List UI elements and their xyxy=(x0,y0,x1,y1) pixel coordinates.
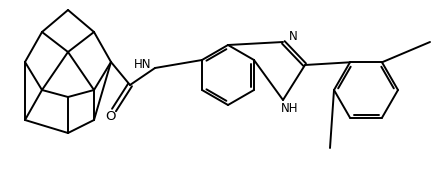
Text: NH: NH xyxy=(281,101,299,115)
Text: O: O xyxy=(105,110,115,122)
Text: N: N xyxy=(289,30,297,44)
Text: HN: HN xyxy=(134,58,151,72)
